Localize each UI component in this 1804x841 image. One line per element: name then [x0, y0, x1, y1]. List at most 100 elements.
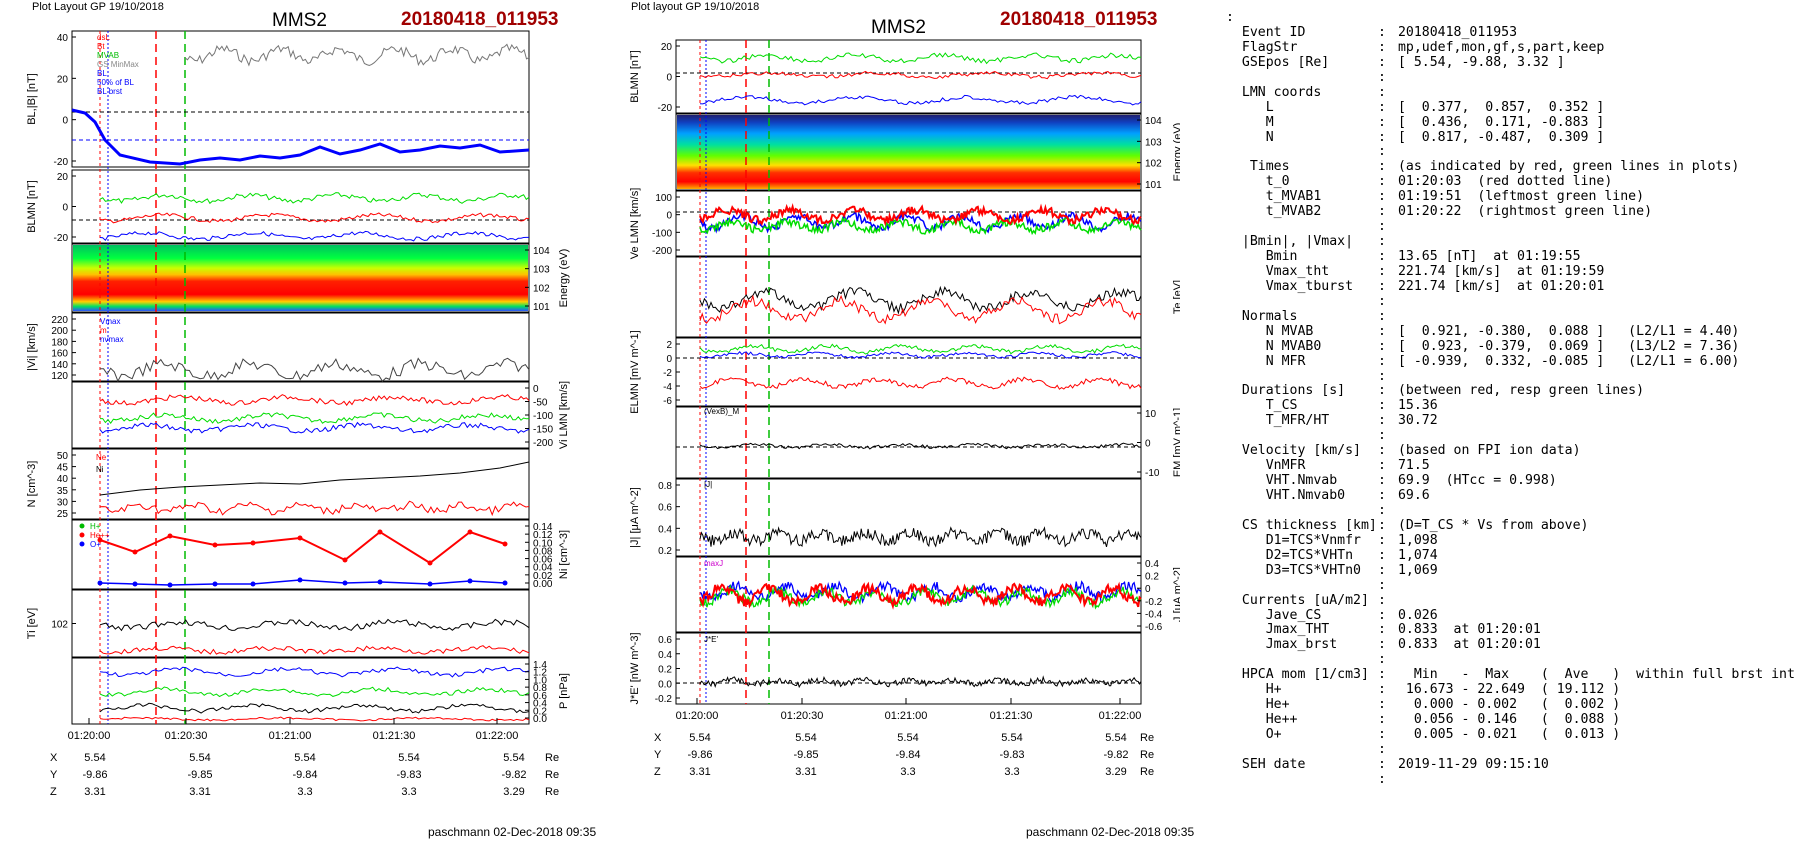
table-colon: : [1378, 383, 1386, 399]
table-value: 20180418_011953 [1390, 24, 1518, 40]
coord-value: 5.54 [1001, 732, 1022, 744]
table-row: : [1226, 144, 1795, 160]
table-row: Vmax_tht: 221.74 [km/s] at 01:19:59 [1226, 264, 1795, 280]
table-row: Times: (as indicated by red, green lines… [1226, 159, 1795, 175]
table-key: VHT.Nmvab0 [1226, 488, 1346, 503]
table-key: GSEpos [Re] [1226, 54, 1330, 70]
table-colon: : [1378, 24, 1386, 40]
table-colon: : [1378, 592, 1386, 608]
coord-value: 5.54 [398, 752, 419, 764]
panel-frame [71, 448, 530, 520]
table-row: Bmin: 13.65 [nT] at 01:19:55 [1226, 249, 1795, 265]
table-key: Normals [1226, 308, 1298, 324]
table-colon: : [1378, 756, 1386, 772]
bn-line [99, 230, 529, 242]
y-tick-label: 0 [1145, 439, 1151, 450]
y-tick-label: 0.6 [533, 691, 547, 702]
panel-frame [71, 243, 530, 313]
table-value [1390, 370, 1398, 385]
table-value [1390, 773, 1398, 788]
table-colon: : [1378, 488, 1386, 503]
bm-line [99, 192, 530, 205]
table-value: [ 5.54, -9.88, 3.32 ] [1390, 54, 1565, 70]
y-tick-label: 50 [57, 451, 69, 462]
x-tick-label: 01:20:00 [676, 710, 719, 722]
table-value: 0.056 - 0.146 ( 0.088 ) [1390, 712, 1621, 728]
legend-label: Bt [97, 42, 105, 51]
j-magnitude-line [699, 526, 1142, 548]
table-row: Normals: [1226, 308, 1795, 325]
table-row: LMN coords: [1226, 85, 1795, 101]
legend-label: Ne [96, 453, 107, 462]
table-colon: : [1378, 353, 1386, 369]
table-colon: : [1378, 99, 1386, 115]
table-value: 71.5 [1390, 458, 1430, 474]
table-value [1390, 295, 1398, 310]
y-tick-label: -2 [663, 368, 672, 379]
table-row: CS thickness [km]: (D=T_CS * Vs from abo… [1226, 518, 1795, 534]
x-tick-label: 01:21:30 [373, 730, 416, 742]
hepp-point [467, 529, 473, 535]
y-tick-label: 0.4 [658, 524, 672, 535]
table-colon: : [1378, 502, 1386, 518]
y-tick-label: 20 [57, 172, 69, 183]
y-tick-label: 0.12 [533, 530, 553, 541]
table-colon: : [1378, 532, 1386, 548]
table-colon: : [1378, 727, 1386, 742]
y-tick-label: 0.4 [533, 699, 547, 710]
hepp-point [342, 557, 348, 563]
hepp-point [250, 540, 256, 546]
coord-row-label: Y [654, 749, 662, 761]
table-row: t_MVAB1: 01:19:51 (leftmost green line) [1226, 189, 1795, 205]
table-value: [ 0.921, -0.380, 0.088 ] (L2/L1 = 4.40) [1390, 323, 1740, 339]
table-value: (as indicated by red, green lines in plo… [1390, 159, 1740, 175]
table-row: O+: 0.005 - 0.021 ( 0.013 ) [1226, 727, 1795, 743]
coord-value: 3.31 [795, 766, 816, 778]
y-tick-label: 2 [666, 340, 672, 351]
table-key: Velocity [km/s] [1226, 443, 1361, 459]
legend-label: Vmax [100, 317, 120, 326]
table-colon: : [1378, 144, 1386, 160]
hepp-point [97, 537, 103, 543]
y-axis-label: P [nPa] [558, 673, 570, 709]
coord-row-label: Z [654, 766, 661, 778]
table-key [1226, 370, 1378, 385]
table-value: (based on FPI ion data) [1390, 443, 1581, 459]
legend-label: J*E' [704, 635, 718, 644]
table-row: : [1226, 219, 1795, 235]
ti-perp-line [99, 618, 530, 632]
y-axis-label: Ni [cm^-3] [558, 530, 570, 579]
y-tick-label: 0 [1145, 584, 1151, 595]
mid-title: MMS2 [871, 17, 926, 38]
y-tick-label: 20 [57, 74, 69, 85]
table-key [1226, 295, 1378, 310]
legend-dot [79, 532, 85, 538]
table-value [1390, 504, 1398, 519]
table-row: Event ID: 20180418_011953 [1226, 24, 1795, 41]
vin-line [99, 421, 530, 434]
table-value: 69.9 (HTcc = 0.998) [1390, 473, 1557, 489]
table-colon: : [1378, 54, 1386, 70]
table-row: FlagStr: mp,udef,mon,gf,s,part,keep [1226, 40, 1795, 56]
legend-label: |J| [704, 480, 712, 489]
y-axis-label: BLMN [nT] [629, 50, 641, 103]
table-row: Jmax_brst: 0.833 at 01:20:01 [1226, 637, 1795, 653]
x-tick-label: 01:20:30 [165, 730, 208, 742]
table-key: H+ [1226, 682, 1282, 698]
table-row: D2=TCS*VHTn: 1,074 [1226, 548, 1795, 564]
table-row: VHT.Nmvab0: 69.6 [1226, 488, 1795, 504]
y-tick-label: 0.2 [658, 546, 672, 557]
hepp-point [167, 533, 173, 539]
table-row: : [1226, 70, 1795, 86]
table-colon: : [1378, 219, 1386, 235]
table-key [1226, 71, 1378, 86]
y-tick-label: -0.2 [1145, 597, 1163, 608]
y-tick-label: 120 [51, 371, 68, 382]
coord-unit: Re [545, 769, 559, 781]
y-tick-label: 0.14 [533, 522, 553, 533]
y-tick-label: 104 [1145, 116, 1162, 127]
y-axis-label: Ti [eV] [26, 608, 38, 639]
table-key: He++ [1226, 712, 1298, 728]
table-row: He++: 0.056 - 0.146 ( 0.088 ) [1226, 712, 1795, 728]
